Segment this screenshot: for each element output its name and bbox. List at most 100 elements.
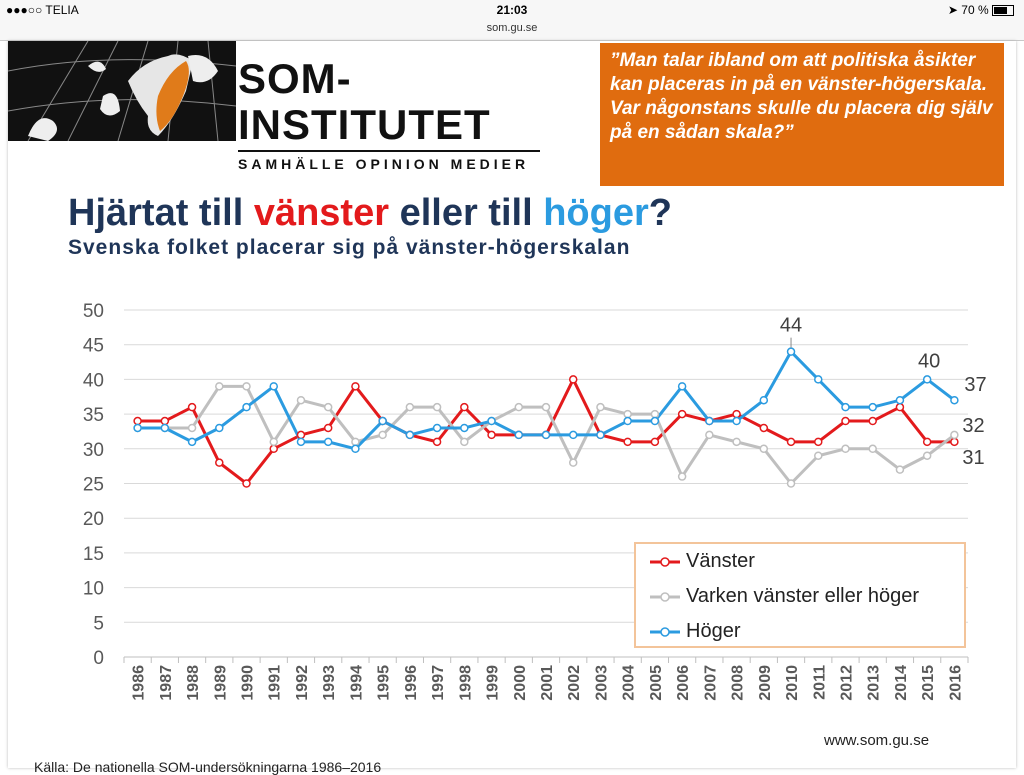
battery-percent: 70 % <box>961 3 989 17</box>
data-point-2 <box>868 402 877 412</box>
x-tick-label: 1999 <box>485 665 502 701</box>
x-tick-label: 2008 <box>730 665 747 701</box>
data-point-2 <box>814 375 823 384</box>
data-point-1 <box>814 451 823 460</box>
logo-tagline: SAMHÄLLE OPINION MEDIER <box>238 156 530 172</box>
data-point-2 <box>187 437 197 447</box>
x-tick-label: 1996 <box>403 665 420 701</box>
address-bar[interactable]: som.gu.se <box>0 20 1024 41</box>
data-point-1 <box>514 402 524 412</box>
x-tick-label: 1997 <box>430 665 447 701</box>
data-point-0 <box>351 382 360 391</box>
data-point-2 <box>950 395 959 405</box>
x-tick-label: 2013 <box>866 665 883 701</box>
data-point-0 <box>786 437 796 447</box>
data-point-0 <box>323 423 333 433</box>
data-point-2 <box>269 382 278 391</box>
data-point-2 <box>378 416 387 426</box>
data-point-1 <box>950 430 959 440</box>
x-tick-label: 2005 <box>648 665 665 701</box>
data-point-1 <box>922 451 932 460</box>
data-point-0 <box>187 402 197 412</box>
data-point-1 <box>568 458 578 467</box>
legend-item-hoger: Höger <box>650 619 740 643</box>
data-point-0 <box>922 437 932 447</box>
data-point-1 <box>677 472 687 481</box>
data-label: 44 <box>780 315 802 337</box>
data-label: 31 <box>962 447 984 469</box>
x-tick-label: 1998 <box>457 665 474 701</box>
x-tick-label: 1993 <box>321 665 338 701</box>
data-point-2 <box>323 437 333 447</box>
data-point-1 <box>378 430 387 440</box>
title-part1: Hjärtat till <box>68 192 254 234</box>
data-point-0 <box>950 437 959 447</box>
data-point-1 <box>623 409 632 419</box>
data-point-0 <box>677 409 687 419</box>
data-point-1 <box>895 465 905 474</box>
som-logo: SOM-INSTITUTET SAMHÄLLE OPINION MEDIER <box>238 56 548 172</box>
data-point-2 <box>242 402 251 412</box>
data-point-2 <box>568 430 578 440</box>
data-point-1 <box>187 423 197 433</box>
data-point-0 <box>759 423 769 433</box>
data-point-1 <box>841 444 850 454</box>
data-point-2 <box>650 416 660 426</box>
chart-legend: Vänster Varken vänster eller höger Höger <box>634 542 966 648</box>
legend-item-vanster: Vänster <box>650 549 755 573</box>
data-point-0 <box>568 375 578 384</box>
legend-marker-vanster <box>650 556 680 567</box>
data-point-0 <box>650 437 660 447</box>
y-tick-label: 50 <box>83 301 104 322</box>
legend-marker-hoger <box>650 626 680 637</box>
data-point-1 <box>705 430 714 440</box>
data-point-0 <box>623 437 632 447</box>
data-point-0 <box>160 416 170 426</box>
x-tick-label: 1991 <box>267 665 284 701</box>
data-point-0 <box>895 402 905 412</box>
title-part5: ? <box>648 192 672 234</box>
data-point-2 <box>786 347 796 356</box>
data-point-1 <box>405 402 415 412</box>
y-tick-label: 30 <box>83 440 104 461</box>
data-point-1 <box>868 444 877 454</box>
x-tick-label: 2001 <box>539 665 556 701</box>
x-tick-label: 1995 <box>376 665 393 701</box>
x-tick-label: 2010 <box>784 665 801 701</box>
legend-label-vanster: Vänster <box>686 550 755 572</box>
url-text: som.gu.se <box>486 22 538 34</box>
y-tick-label: 25 <box>83 475 104 496</box>
data-point-1 <box>215 382 224 391</box>
x-tick-label: 1990 <box>240 665 257 701</box>
data-point-2 <box>922 375 932 384</box>
x-tick-label: 2004 <box>621 665 638 701</box>
y-tick-label: 10 <box>83 579 104 600</box>
data-point-2 <box>895 395 905 405</box>
data-point-2 <box>405 430 415 440</box>
data-point-0 <box>432 437 442 447</box>
data-point-1 <box>323 402 333 412</box>
data-point-2 <box>133 423 142 433</box>
data-point-1 <box>732 437 741 447</box>
data-point-0 <box>269 444 278 454</box>
x-tick-label: 2000 <box>512 665 529 701</box>
data-point-2 <box>296 437 306 447</box>
x-tick-label: 2009 <box>757 665 774 701</box>
data-point-2 <box>432 423 442 433</box>
data-point-1 <box>596 402 605 412</box>
data-point-1 <box>759 444 769 454</box>
data-point-2 <box>487 416 496 426</box>
x-tick-label: 1986 <box>131 665 148 701</box>
data-point-2 <box>596 430 605 440</box>
battery-label: ➤ 70 % <box>948 3 1014 17</box>
data-point-1 <box>432 402 442 412</box>
data-point-2 <box>541 430 551 440</box>
data-point-0 <box>215 458 224 467</box>
x-tick-label: 2002 <box>566 665 583 701</box>
legend-label-hoger: Höger <box>686 620 741 642</box>
chart-title: Hjärtat till vänster eller till höger? <box>68 192 672 235</box>
x-tick-label: 2014 <box>893 665 910 701</box>
x-tick-label: 2011 <box>811 665 828 700</box>
x-tick-label: 1994 <box>348 665 365 701</box>
